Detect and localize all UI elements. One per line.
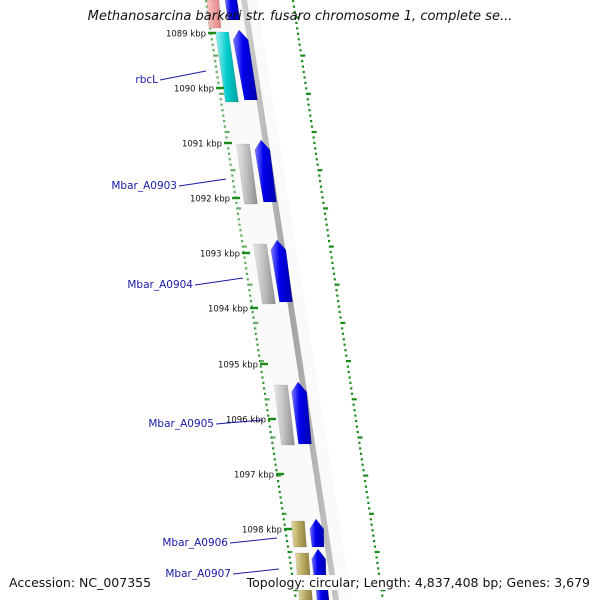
tick-mark bbox=[268, 417, 276, 421]
tick-label: 1098 kbp bbox=[242, 526, 282, 536]
tick-4: 1093 kbp bbox=[200, 250, 250, 260]
partial-gene-bottom bbox=[298, 589, 313, 600]
tick-2: 1091 kbp bbox=[182, 140, 232, 150]
gene-name[interactable]: Mbar_A0903 bbox=[111, 180, 177, 192]
tick-mark bbox=[260, 362, 268, 366]
gene-label-Mbar_A0905[interactable]: Mbar_A0905 bbox=[148, 418, 264, 430]
tick-label: 1096 kbp bbox=[226, 416, 266, 426]
cds-Mbar_A0903 bbox=[254, 139, 277, 203]
gene-Mbar_A0903 bbox=[236, 143, 258, 205]
gene-label-Mbar_A0906[interactable]: Mbar_A0906 bbox=[162, 537, 278, 549]
tick-label: 1090 kbp bbox=[174, 85, 214, 95]
tick-7: 1096 kbp bbox=[226, 416, 276, 426]
leader-line bbox=[215, 419, 264, 425]
gene-label-Mbar_A0903[interactable]: Mbar_A0903 bbox=[111, 178, 227, 192]
gene-name[interactable]: Mbar_A0907 bbox=[165, 568, 231, 580]
leader-line bbox=[159, 70, 207, 81]
tick-label: 1089 kbp bbox=[166, 30, 206, 40]
gene-name[interactable]: Mbar_A0906 bbox=[162, 537, 228, 549]
tick-mark bbox=[216, 86, 224, 90]
gc-skew-dots-outer bbox=[292, 0, 386, 597]
tick-label: 1097 kbp bbox=[234, 471, 274, 481]
tick-8: 1097 kbp bbox=[234, 471, 284, 481]
tick-label: 1092 kbp bbox=[190, 195, 230, 205]
cds-rbcL bbox=[232, 29, 258, 101]
tick-mark bbox=[208, 31, 216, 35]
gene-Mbar_A0906 bbox=[291, 520, 307, 548]
gene-Mbar_A0905 bbox=[274, 384, 295, 446]
gene-label-Mbar_A0904[interactable]: Mbar_A0904 bbox=[127, 277, 244, 291]
tick-9: 1098 kbp bbox=[242, 526, 292, 536]
partial-cds-top bbox=[224, 0, 241, 21]
tick-0: 1089 kbp bbox=[166, 30, 216, 40]
gene-rbcL bbox=[215, 31, 239, 103]
gene-name[interactable]: Mbar_A0905 bbox=[148, 418, 214, 430]
cds-Mbar_A0906 bbox=[309, 518, 325, 548]
accession-text: Accession: NC_007355 bbox=[9, 575, 152, 590]
tick-mark bbox=[250, 306, 258, 310]
leader-line bbox=[178, 178, 227, 187]
tick-mark bbox=[224, 141, 232, 145]
gene-label-rbcL[interactable]: rbcL bbox=[135, 70, 207, 86]
tick-mark bbox=[276, 472, 284, 476]
leader-line bbox=[232, 568, 280, 575]
gc-skew-dots-inner bbox=[205, 0, 299, 597]
cds-Mbar_A0905 bbox=[291, 381, 312, 445]
tick-1: 1090 kbp bbox=[174, 85, 224, 95]
partial-gene-red bbox=[206, 0, 222, 29]
tick-6: 1095 kbp bbox=[218, 361, 268, 371]
feature-track bbox=[206, 0, 330, 600]
tick-label: 1093 kbp bbox=[200, 250, 240, 260]
tick-mark bbox=[284, 527, 292, 531]
tick-3: 1092 kbp bbox=[190, 195, 240, 205]
topology-summary: Topology: circular; Length: 4,837,408 bp… bbox=[246, 575, 590, 590]
gene-labels: rbcL Mbar_A0903 Mbar_A0904 Mbar_A0905 Mbar_A… bbox=[111, 70, 280, 580]
tick-mark bbox=[242, 251, 250, 255]
gene-name[interactable]: Mbar_A0904 bbox=[127, 279, 193, 291]
cds-Mbar_A0904 bbox=[270, 239, 293, 303]
gene-label-Mbar_A0907[interactable]: Mbar_A0907 bbox=[165, 568, 280, 580]
tick-label: 1095 kbp bbox=[218, 361, 258, 371]
partial-cds-bottom bbox=[315, 589, 330, 600]
gene-Mbar_A0904 bbox=[253, 243, 276, 305]
leader-line bbox=[229, 537, 278, 544]
gc-content-dots bbox=[205, 0, 386, 597]
tick-label: 1091 kbp bbox=[182, 140, 222, 150]
tick-mark bbox=[232, 196, 240, 200]
sequence-title: Methanosarcina barkeri str. fusaro chrom… bbox=[87, 9, 513, 24]
tick-label: 1094 kbp bbox=[208, 305, 248, 315]
leader-line bbox=[194, 277, 244, 286]
gene-name[interactable]: rbcL bbox=[135, 74, 158, 86]
tick-5: 1094 kbp bbox=[208, 305, 258, 315]
